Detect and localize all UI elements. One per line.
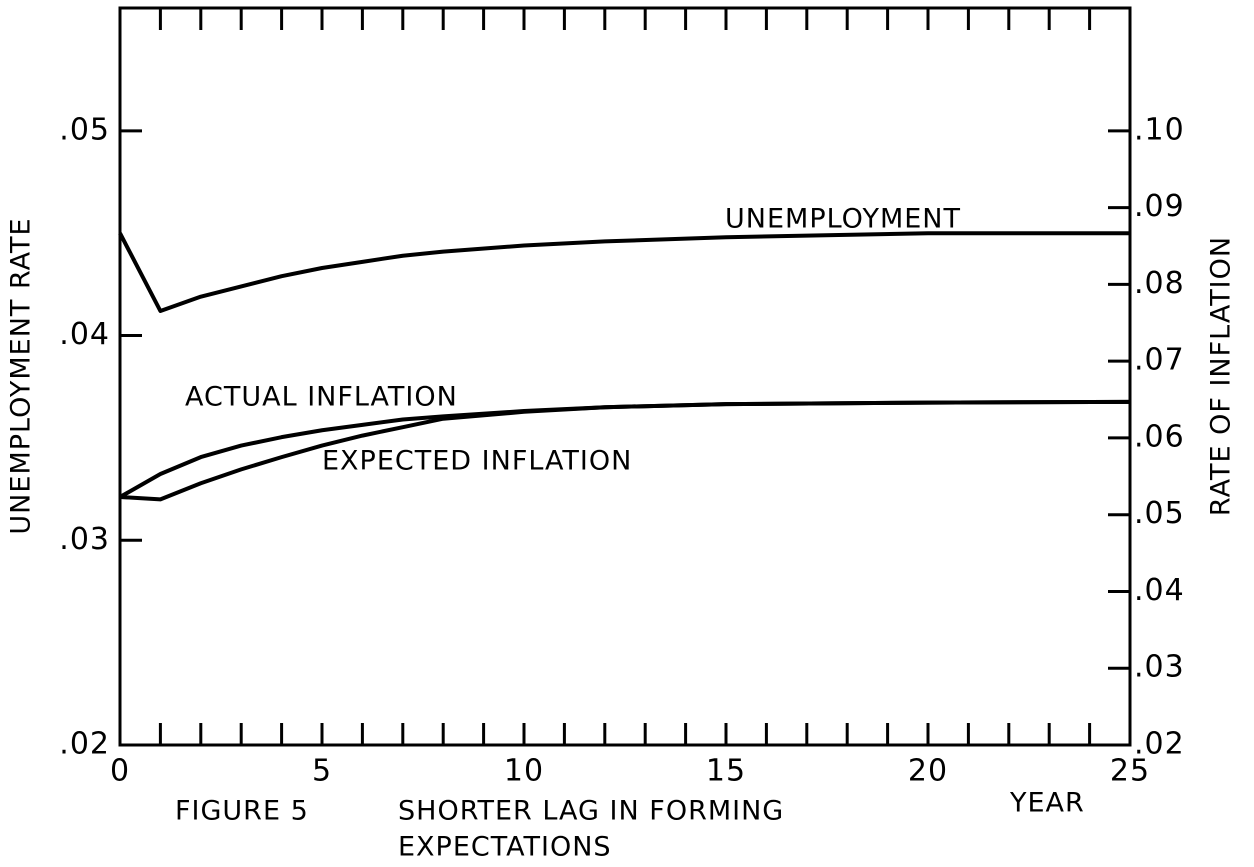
y-tick-label: .04 xyxy=(59,317,110,352)
y-tick-label: .05 xyxy=(59,112,110,147)
x-tick-label: 20 xyxy=(908,754,948,789)
y2-tick-label: .02 xyxy=(1134,727,1185,762)
y2-tick-label: .08 xyxy=(1134,266,1185,301)
x-tick-label: 10 xyxy=(504,754,544,789)
subtitle: EXPECTATIONS xyxy=(398,832,612,863)
y-axis-label: UNEMPLOYMENT RATE xyxy=(6,217,37,534)
y2-tick-label: .05 xyxy=(1134,496,1185,531)
y2-axis-label: RATE OF INFLATION xyxy=(1206,236,1237,516)
chart-title: FIGURE 5 xyxy=(175,796,309,827)
y2-tick-label: .06 xyxy=(1134,419,1185,454)
annotation: ACTUAL INFLATION xyxy=(185,382,458,413)
y2-tick-label: .07 xyxy=(1134,343,1185,378)
x-tick-label: 15 xyxy=(706,754,746,789)
y2-tick-label: .03 xyxy=(1134,650,1185,685)
subtitle: SHORTER LAG IN FORMING xyxy=(398,796,784,827)
x-tick-label: 25 xyxy=(1110,754,1150,789)
x-axis-label: YEAR xyxy=(1009,788,1085,819)
series-line xyxy=(119,399,1131,502)
annotation: UNEMPLOYMENT xyxy=(725,204,961,235)
x-tick-label: 5 xyxy=(312,754,332,789)
y2-tick-label: .10 xyxy=(1134,112,1185,147)
y-tick-label: .03 xyxy=(59,522,110,557)
y2-tick-label: .04 xyxy=(1134,573,1185,608)
annotation: EXPECTED INFLATION xyxy=(322,446,632,477)
y-tick-label: .02 xyxy=(59,727,110,762)
series-line xyxy=(118,231,1130,313)
y2-tick-label: .09 xyxy=(1134,189,1185,224)
x-tick-label: 0 xyxy=(110,754,130,789)
plot-frame xyxy=(118,6,1132,747)
